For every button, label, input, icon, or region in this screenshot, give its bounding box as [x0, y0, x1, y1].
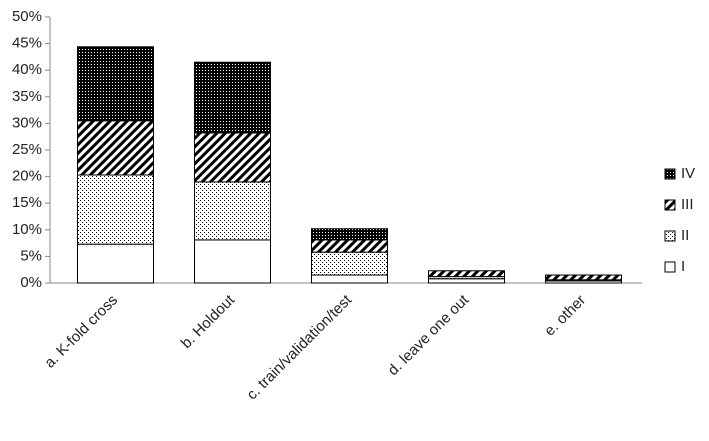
- bar-segment: [545, 274, 622, 281]
- bar-segment: [428, 278, 505, 284]
- bar-segment: [194, 61, 271, 134]
- bar-segment: [77, 243, 154, 284]
- bar-segment: [311, 251, 388, 276]
- bar-segment: [194, 132, 271, 183]
- y-tick-label: 20%: [12, 168, 42, 185]
- y-tick-label: 5%: [20, 247, 42, 264]
- legend-swatch: [664, 199, 676, 211]
- bar-segment: [77, 46, 154, 122]
- y-tick-label: 25%: [12, 141, 42, 158]
- legend-label: III: [681, 196, 694, 213]
- legend-swatch: [664, 230, 676, 242]
- y-tick-label: 45%: [12, 35, 42, 52]
- y-tick-label: 50%: [12, 8, 42, 25]
- y-tick-label: 40%: [12, 61, 42, 78]
- legend-label: I: [681, 258, 685, 275]
- x-tick-label: d. leave one out: [385, 291, 473, 379]
- bar-segment: [194, 181, 271, 241]
- bar-segment: [428, 270, 505, 278]
- legend-label: IV: [681, 165, 695, 182]
- x-tick-label: c. train/validation/test: [243, 291, 355, 403]
- bar-segment: [311, 239, 388, 253]
- bar-segment: [194, 239, 271, 284]
- bar-segment: [311, 274, 388, 284]
- x-tick-label: a. K-fold cross: [41, 292, 121, 372]
- y-tick-label: 30%: [12, 114, 42, 131]
- y-tick-label: 35%: [12, 88, 42, 105]
- x-tick-label: e. other: [541, 292, 589, 340]
- y-tick-label: 0%: [20, 274, 42, 291]
- legend-label: II: [681, 227, 689, 244]
- legend-swatch: [664, 168, 676, 180]
- bar-segment: [77, 174, 154, 245]
- legend-swatch: [664, 261, 676, 273]
- bar-segment: [311, 228, 388, 241]
- y-tick-label: 15%: [12, 194, 42, 211]
- bar-segment: [77, 120, 154, 176]
- x-tick-label: b. Holdout: [178, 291, 239, 352]
- y-tick-label: 10%: [12, 221, 42, 238]
